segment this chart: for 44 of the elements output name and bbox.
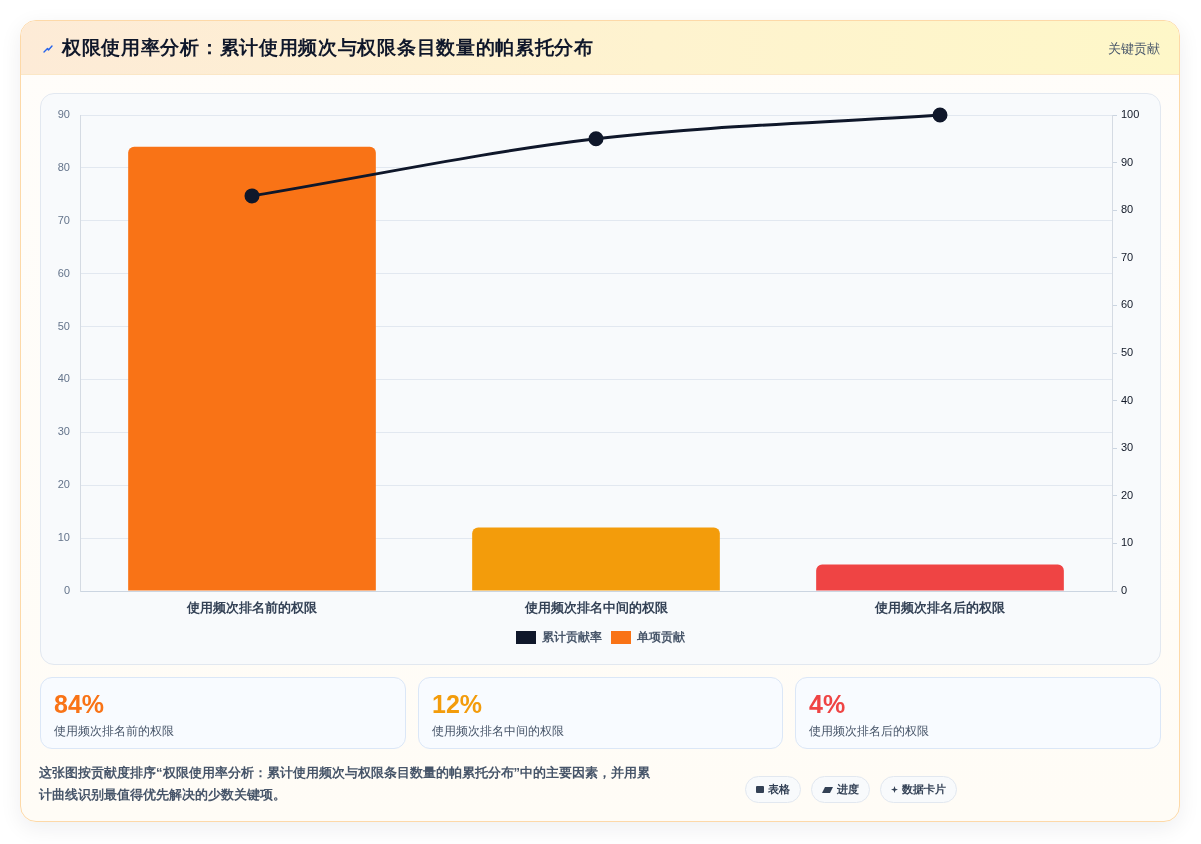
y2-tick-label: 90 xyxy=(1121,155,1134,168)
y-tick-label: 20 xyxy=(57,478,70,491)
x-tick-label: 使用频次排名后的权限 xyxy=(874,600,1006,616)
point xyxy=(244,188,260,204)
category-label: 使用频次排名前的权限 xyxy=(54,723,174,739)
y-tick-label: 70 xyxy=(57,213,70,226)
point xyxy=(588,131,604,147)
y2-tick-label: 30 xyxy=(1121,441,1134,454)
y2-tick-label: 50 xyxy=(1121,346,1134,359)
category-label: 使用频次排名后的权限 xyxy=(809,723,929,739)
y-tick-label: 50 xyxy=(57,319,70,332)
text: 84% xyxy=(54,690,105,718)
y-tick-label: 90 xyxy=(57,108,70,121)
chart-title: 权限使用率分析：累计使用频次与权限条目数量的帕累托分布 xyxy=(62,36,594,60)
y-tick-label: 60 xyxy=(57,266,70,279)
text: 12% xyxy=(432,690,483,718)
bar xyxy=(128,146,376,591)
text: 进度 xyxy=(837,782,859,797)
y2-tick-label: 40 xyxy=(1121,393,1134,406)
text: 4% xyxy=(809,690,846,718)
y2-tick-label: 20 xyxy=(1121,488,1134,501)
bar xyxy=(816,564,1064,591)
bar xyxy=(472,527,720,591)
text: 这张图按贡献度排序“权限使用率分析：累计使用频次与权限条目数量的帕累托分布”中的主要因素，并用累计曲线识别最值得优先解决的少数关键项。 xyxy=(39,764,651,804)
text: 数据卡片 xyxy=(902,782,946,797)
y-tick-label: 10 xyxy=(57,531,70,544)
y-tick-label: 0 xyxy=(63,584,70,597)
text: 表格 xyxy=(768,782,790,797)
y2-tick-label: 100 xyxy=(1121,108,1140,121)
y2-tick-label: 60 xyxy=(1121,298,1134,311)
y2-tick-label: 10 xyxy=(1121,536,1134,549)
x-tick-label: 使用频次排名前的权限 xyxy=(186,600,318,616)
y-tick-label: 80 xyxy=(57,160,70,173)
category-label: 使用频次排名中间的权限 xyxy=(432,723,564,739)
y2-tick-label: 0 xyxy=(1121,584,1128,597)
x-tick-label: 使用频次排名中间的权限 xyxy=(523,600,669,616)
point xyxy=(932,107,948,123)
y2-tick-label: 80 xyxy=(1121,203,1134,216)
y2-tick-label: 70 xyxy=(1121,250,1134,263)
legend-label: 单项贡献 xyxy=(636,629,686,644)
y-tick-label: 30 xyxy=(57,425,70,438)
legend-label: 累计贡献率 xyxy=(541,629,602,644)
y-tick-label: 40 xyxy=(57,372,70,385)
text: 关键贡献 xyxy=(1108,40,1160,57)
